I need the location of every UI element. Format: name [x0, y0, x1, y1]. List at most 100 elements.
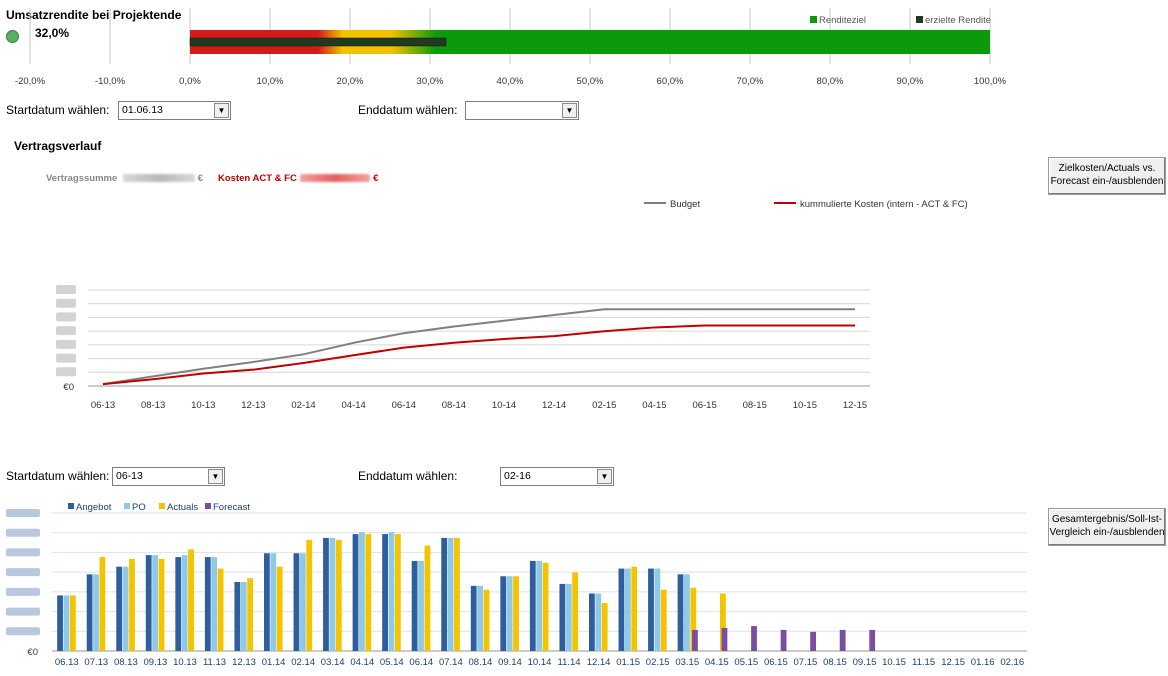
start-period-select[interactable]: 06-13 ▼	[112, 467, 225, 486]
bar-chart-x-tick: 07.13	[84, 657, 108, 668]
line-chart-x-tick: 06-14	[392, 400, 416, 411]
start-period-value: 06-13	[116, 470, 143, 482]
bar-angebot	[677, 574, 684, 651]
bar-chart-x-tick: 03.15	[675, 657, 699, 668]
bar-angebot	[500, 576, 507, 651]
bar-chart-x-tick: 12.14	[587, 657, 611, 668]
bar-actuals	[394, 534, 401, 651]
kpi-tick-label: 0,0%	[179, 76, 201, 87]
bar-actuals	[365, 534, 372, 651]
legend-target-label: Renditeziel	[819, 15, 866, 26]
bar-po	[418, 560, 424, 651]
bar-actuals	[572, 572, 579, 651]
line-series-kummulierte	[102, 324, 855, 386]
bar-chart-y-zero: €0	[27, 647, 38, 658]
redacted-axis-label	[56, 285, 76, 294]
bar-chart-x-tick: 06.13	[55, 657, 79, 668]
dropdown-arrow-icon[interactable]: ▼	[597, 469, 612, 484]
bar-po	[624, 568, 631, 651]
bar-po	[152, 555, 159, 651]
bar-legend-swatch	[205, 503, 211, 509]
line-legend-label: kummulierte Kosten (intern - ACT & FC)	[800, 199, 968, 210]
bar-po	[181, 555, 188, 651]
bar-angebot	[175, 557, 182, 651]
bar-po	[329, 537, 336, 651]
bar-angebot	[263, 553, 270, 651]
bar-actuals	[69, 595, 76, 651]
toggle-result-button[interactable]: Gesamtergebnis/Soll-Ist-Vergleich ein-/a…	[1048, 508, 1166, 546]
dropdown-arrow-icon[interactable]: ▼	[562, 103, 577, 118]
bar-po	[63, 595, 70, 651]
bar-actuals	[99, 557, 106, 651]
start-date-select[interactable]: 01.06.13 ▼	[118, 101, 231, 120]
dropdown-arrow-icon[interactable]: ▼	[208, 469, 223, 484]
bar-angebot	[145, 555, 152, 651]
redacted-axis-label	[6, 627, 40, 636]
dropdown-arrow-icon[interactable]: ▼	[214, 103, 229, 118]
bar-chart-x-tick: 10.14	[528, 657, 552, 668]
bar-chart-x-tick: 03.14	[321, 657, 345, 668]
cost-sum-label: Kosten ACT & FC	[218, 173, 297, 184]
redacted-axis-label	[56, 353, 76, 363]
bar-chart-x-tick: 07.14	[439, 657, 463, 668]
legend-actual-label: erzielte Rendite	[925, 15, 991, 26]
kpi-tick-label: -20,0%	[15, 76, 46, 87]
legend-target-swatch	[810, 16, 817, 23]
bar-chart-x-tick: 08.14	[469, 657, 493, 668]
bar-chart-x-tick: 08.15	[823, 657, 847, 668]
bar-chart-x-tick: 11.13	[203, 657, 226, 668]
redacted-axis-label	[56, 312, 76, 322]
line-chart-x-tick: 12-15	[843, 400, 867, 411]
kpi-tick-label: 80,0%	[817, 76, 844, 87]
redacted-axis-label	[56, 339, 76, 349]
bar-forecast	[839, 629, 846, 651]
bar-actuals	[542, 562, 549, 651]
contract-sum-label: Vertragssumme	[46, 173, 118, 184]
bar-legend-swatch	[124, 503, 130, 509]
bar-po	[565, 583, 572, 651]
line-chart-x-tick: 10-14	[492, 400, 516, 411]
bar-chart-x-tick: 09.13	[144, 657, 168, 668]
line-series-budget	[102, 308, 855, 386]
bar-angebot	[204, 557, 211, 651]
bar-chart-x-tick: 11.15	[912, 657, 935, 668]
kpi-tick-label: 70,0%	[737, 76, 764, 87]
bar-po	[388, 532, 395, 651]
bar-angebot	[648, 568, 654, 651]
redacted-value	[300, 174, 371, 183]
line-chart-x-tick: 02-14	[291, 400, 315, 411]
line-chart-y-zero: €0	[63, 382, 74, 393]
kpi-axis-ticks: -20,0% -10,0% 0,0% 10,0% 20,0% 30,0% 40,0% 50,0…	[15, 76, 1007, 87]
redacted-axis-label	[56, 367, 76, 377]
bar-angebot	[470, 585, 477, 651]
kpi-tick-label: 50,0%	[577, 76, 604, 87]
bar-angebot	[441, 537, 448, 651]
bar-forecast	[721, 628, 728, 651]
line-chart-x-tick: 08-14	[442, 400, 466, 411]
redacted-axis-label	[6, 607, 40, 616]
bar-actuals	[660, 589, 667, 651]
line-chart-x-tick: 08-13	[141, 400, 165, 411]
end-period-value: 02-16	[504, 470, 531, 482]
end-date-label: Enddatum wählen:	[358, 103, 458, 117]
legend-actual-swatch	[916, 16, 923, 23]
bar-actuals	[513, 576, 519, 651]
bar-actuals	[483, 589, 490, 651]
bar-po	[595, 593, 602, 651]
bar-angebot	[411, 560, 418, 651]
bar-chart-x-tick: 04.15	[705, 657, 729, 668]
redacted-value	[122, 174, 195, 183]
start-period-label: Startdatum wählen:	[6, 469, 110, 483]
bar-po	[299, 553, 306, 651]
kpi-tick-label: 60,0%	[657, 76, 684, 87]
bar-po	[122, 566, 129, 651]
kpi-bullet-chart: Renditeziel erzielte Rendite -20,0% -10,0…	[15, 8, 1007, 87]
bar-angebot	[86, 574, 93, 651]
bar-actuals	[454, 537, 460, 651]
bar-chart-x-tick: 01.16	[971, 657, 995, 668]
bar-actuals	[335, 539, 342, 651]
end-period-select[interactable]: 02-16 ▼	[500, 467, 614, 486]
toggle-target-cost-button[interactable]: Zielkosten/Actuals vs. Forecast ein-/aus…	[1048, 157, 1166, 195]
end-date-select[interactable]: ▼	[465, 101, 579, 120]
actual-return-bar	[189, 37, 447, 47]
